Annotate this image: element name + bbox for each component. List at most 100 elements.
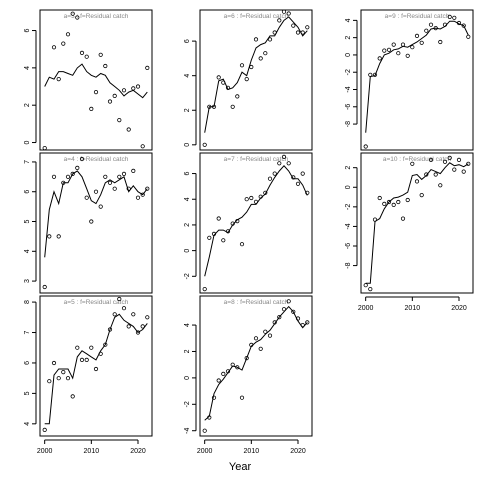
data-point bbox=[442, 22, 448, 27]
data-point bbox=[202, 142, 207, 147]
x-tick-label: 2020 bbox=[290, 448, 306, 455]
data-point bbox=[225, 85, 231, 90]
data-point bbox=[47, 379, 52, 384]
data-point bbox=[98, 52, 103, 57]
x-tick-label: 2020 bbox=[130, 448, 146, 455]
y-tick-label: 8 bbox=[24, 300, 31, 304]
fit-line bbox=[365, 20, 469, 133]
data-point bbox=[305, 190, 310, 195]
panel-title: a=10 : f=Residual catch bbox=[383, 156, 452, 163]
y-tick-label: 2 bbox=[184, 108, 191, 112]
data-point bbox=[207, 235, 212, 240]
data-point bbox=[295, 316, 301, 321]
x-tick-label: 2000 bbox=[37, 448, 53, 455]
data-point bbox=[405, 197, 410, 203]
data-point bbox=[386, 199, 392, 205]
data-point bbox=[433, 172, 438, 177]
data-point bbox=[414, 33, 420, 39]
data-point bbox=[47, 234, 52, 239]
data-point bbox=[305, 320, 310, 325]
data-point bbox=[117, 118, 122, 123]
data-point bbox=[230, 104, 235, 109]
data-point bbox=[263, 329, 268, 334]
y-tick-label: -2 bbox=[184, 401, 191, 407]
y-tick-label: 5 bbox=[24, 219, 31, 223]
data-point bbox=[424, 28, 429, 33]
data-point bbox=[363, 283, 368, 288]
y-tick-label: -6 bbox=[345, 104, 352, 110]
y-tick-label: 0 bbox=[184, 376, 191, 380]
data-point bbox=[363, 144, 368, 149]
data-point bbox=[410, 45, 415, 50]
y-tick-label: -8 bbox=[345, 121, 352, 127]
panel-title: a=6 : f=Residual catch bbox=[224, 13, 289, 20]
data-point bbox=[230, 221, 235, 226]
data-point bbox=[42, 146, 47, 151]
data-point bbox=[305, 25, 310, 30]
data-point bbox=[267, 37, 273, 42]
data-point bbox=[466, 34, 471, 39]
y-tick-label: 2 bbox=[184, 223, 191, 227]
data-point bbox=[286, 11, 291, 16]
data-point bbox=[61, 369, 66, 375]
y-tick-label: 3 bbox=[24, 279, 31, 283]
x-tick-label: 2010 bbox=[244, 448, 260, 455]
data-point bbox=[447, 155, 452, 160]
data-point bbox=[131, 312, 136, 317]
data-point bbox=[145, 186, 150, 191]
data-point bbox=[438, 183, 443, 188]
data-point bbox=[225, 229, 231, 234]
data-point bbox=[135, 195, 141, 200]
data-point bbox=[372, 217, 378, 222]
data-point bbox=[249, 195, 254, 201]
panel-title: a=4 : f=Residual catch bbox=[64, 156, 129, 163]
data-point bbox=[263, 51, 268, 56]
y-tick-label: 6 bbox=[184, 39, 191, 43]
data-point bbox=[121, 88, 127, 93]
data-point bbox=[391, 202, 396, 207]
data-point bbox=[126, 186, 131, 191]
data-point bbox=[98, 351, 103, 356]
data-point bbox=[396, 199, 401, 205]
data-point bbox=[121, 306, 127, 311]
data-point bbox=[84, 357, 89, 362]
x-tick-label: 2010 bbox=[84, 448, 100, 455]
y-tick-label: 0 bbox=[184, 143, 191, 147]
panel-title: a=8 : f=Residual catch bbox=[224, 299, 289, 306]
data-point bbox=[93, 366, 99, 372]
data-point bbox=[239, 395, 245, 400]
data-point bbox=[272, 320, 277, 325]
data-point bbox=[277, 161, 282, 166]
panel-frame bbox=[39, 295, 153, 437]
data-point bbox=[372, 72, 378, 77]
y-tick-label: 7 bbox=[24, 330, 31, 334]
data-point bbox=[291, 175, 296, 180]
panel-frame bbox=[199, 9, 313, 151]
y-tick-label: -8 bbox=[345, 262, 352, 268]
data-point bbox=[452, 167, 457, 172]
y-tick-label: 6 bbox=[24, 28, 31, 32]
data-point bbox=[103, 342, 108, 347]
y-tick-label: -2 bbox=[345, 69, 352, 75]
fit-line bbox=[204, 16, 308, 133]
data-point bbox=[84, 195, 89, 200]
data-point bbox=[51, 174, 57, 179]
panel-a3: a=3 : f=Residual catch 0 2 4 6 bbox=[24, 9, 153, 151]
data-point bbox=[400, 42, 406, 47]
x-tick-label: 2020 bbox=[451, 305, 467, 312]
data-point bbox=[382, 201, 387, 206]
data-point bbox=[112, 93, 117, 99]
y-tick-label: 4 bbox=[184, 323, 191, 327]
data-point bbox=[79, 357, 85, 362]
panel-a5: a=5 : f=Residual catch 4 5 6 7 8 2000 2010 2020 bbox=[24, 295, 153, 455]
data-point bbox=[419, 40, 424, 45]
data-point bbox=[89, 219, 94, 224]
data-point bbox=[239, 242, 245, 247]
data-point bbox=[216, 378, 221, 383]
data-point bbox=[70, 171, 75, 176]
data-point bbox=[253, 336, 259, 341]
data-point bbox=[244, 77, 249, 82]
data-point bbox=[79, 50, 85, 56]
y-tick-label: 4 bbox=[24, 249, 31, 253]
x-axis-label: Year bbox=[229, 461, 252, 473]
